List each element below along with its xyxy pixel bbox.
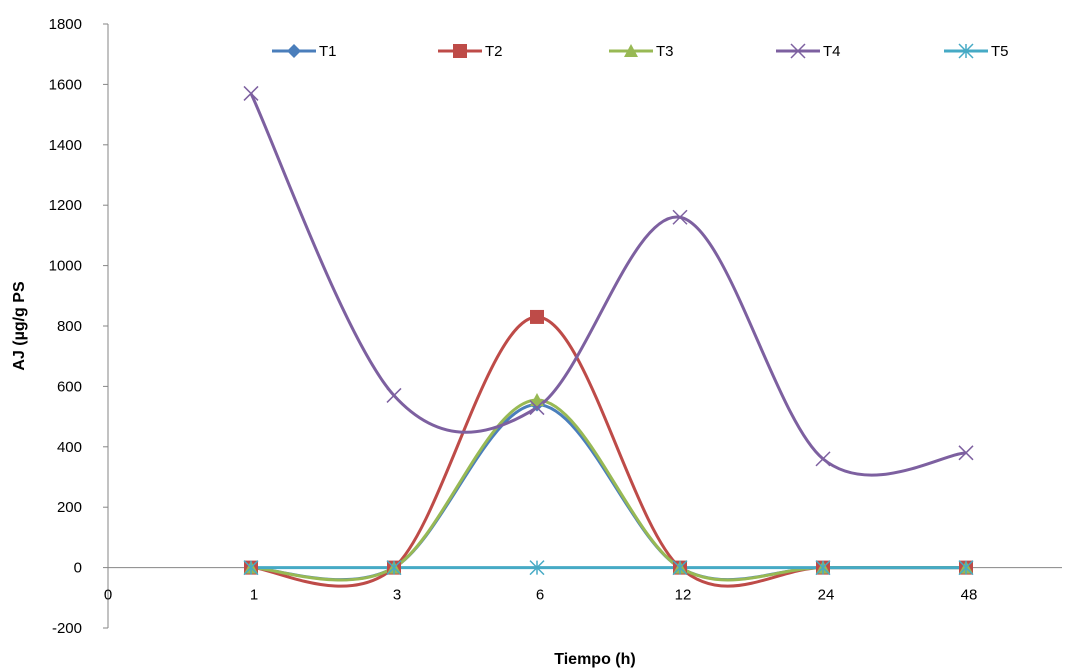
y-tick-label: -200 [52,620,82,637]
data-point-t4 [672,209,688,225]
legend-marker-t1 [287,44,301,58]
data-point-t5 [529,560,545,576]
x-tick-label: 0 [104,587,112,604]
y-tick-label: 600 [57,378,82,395]
legend-marker-t2 [453,44,467,58]
data-point-t4 [386,387,402,403]
series-line-t1 [250,403,966,582]
y-tick-label: 200 [57,499,82,516]
series-lines [249,92,967,588]
data-point-t5 [815,560,831,576]
data-point-t5 [958,560,974,576]
data-point-t5 [672,560,688,576]
data-point-t5 [386,560,402,576]
legend-label-t5: T5 [991,43,1009,60]
y-axis-ticks: -200 0 200 400 600 800 1000 1200 1400 1600 1800 [49,16,108,637]
series-markers [243,85,974,576]
series-line-t2 [250,315,966,588]
x-tick-label: 48 [961,587,978,604]
y-axis-title: AJ (µg/g PS [11,281,28,371]
data-point-t3 [530,392,544,406]
y-tick-label: 0 [74,560,82,577]
data-point-t4 [243,85,259,101]
axes [107,24,1062,628]
x-tick-label: 24 [818,587,835,604]
x-tick-label: 6 [536,587,544,604]
y-tick-label: 1000 [49,258,82,275]
y-tick-label: 1600 [49,76,82,93]
y-tick-label: 400 [57,439,82,456]
legend: T1 T2 T3 T4 T5 [272,43,1009,60]
data-point-t5 [243,560,259,576]
y-tick-label: 800 [57,318,82,335]
y-tick-label: 1400 [49,137,82,154]
x-tick-label: 12 [675,587,692,604]
legend-marker-t3 [624,44,638,57]
data-point-t4 [958,445,974,461]
x-tick-label: 1 [250,587,258,604]
legend-label-t3: T3 [656,43,674,60]
legend-marker-t4 [790,43,806,59]
x-axis-title: Tiempo (h) [554,651,635,668]
x-tick-label: 3 [393,587,401,604]
data-point-t4 [815,451,831,467]
data-point-t2 [530,309,544,324]
legend-marker-t5 [958,43,974,59]
legend-label-t1: T1 [319,43,337,60]
y-tick-label: 1800 [49,16,82,33]
data-point-t4 [529,400,545,416]
legend-label-t2: T2 [485,43,503,60]
x-axis-ticks: 0 1 3 6 12 24 48 [104,567,978,604]
series-line-t4 [249,92,967,477]
y-tick-label: 1200 [49,197,82,214]
legend-label-t4: T4 [823,43,841,60]
